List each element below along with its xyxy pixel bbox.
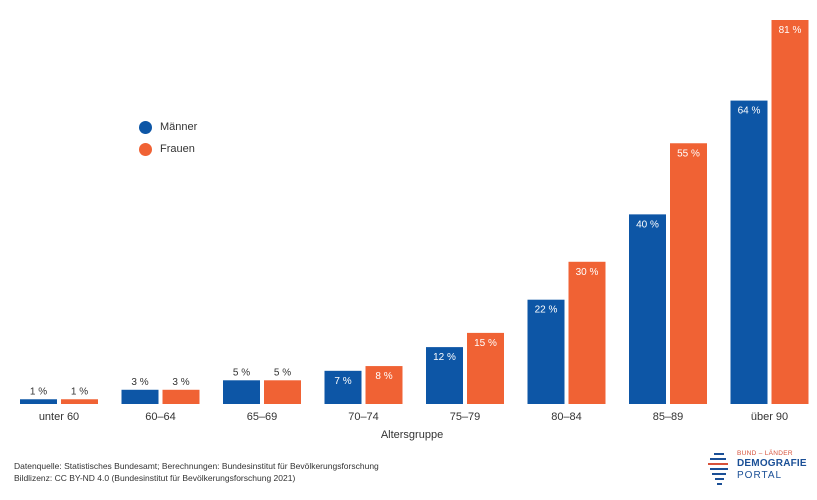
bar-frauen: [670, 143, 707, 404]
legend-swatch-frauen: [139, 142, 152, 156]
data-label-frauen: 5 %: [274, 367, 291, 378]
x-tick-label: 85–89: [653, 411, 684, 423]
x-tick-label: über 90: [751, 411, 788, 423]
data-label-maenner: 5 %: [233, 367, 250, 378]
x-axis-title: Altersgruppe: [381, 429, 443, 441]
bar-chart: 1 % 1 % unter 60 3 % 3 % 60–64 5 % 5 % 65–69 7 % 8…: [20, 20, 809, 441]
data-label-frauen: 81 %: [779, 25, 802, 36]
bar-maenner: [527, 299, 565, 404]
bar-frauen: [162, 389, 200, 404]
bar-frauen: [467, 332, 504, 404]
x-tick-label: 60–64: [145, 411, 176, 423]
x-tick-label: 75–79: [450, 411, 481, 423]
bar-maenner: [629, 214, 666, 404]
data-label-maenner: 3 %: [131, 377, 148, 388]
legend-label-maenner: Männer: [160, 121, 198, 133]
bar-frauen: [365, 366, 403, 404]
legend-item-frauen: Frauen: [139, 138, 197, 160]
bar-maenner: [730, 100, 768, 404]
logo-line-3: PORTAL: [737, 470, 783, 481]
x-tick-label: 65–69: [247, 411, 278, 423]
data-source-note: Datenquelle: Statistisches Bundesamt; Be…: [14, 461, 379, 471]
x-tick-label: unter 60: [39, 411, 79, 423]
data-label-maenner: 40 %: [636, 219, 659, 230]
data-label-maenner: 64 %: [738, 106, 761, 117]
data-label-maenner: 7 %: [334, 376, 351, 387]
bar-maenner: [324, 370, 362, 404]
bar-maenner: [223, 380, 260, 404]
logo-line-2: DEMOGRAFIE: [737, 458, 807, 469]
data-label-maenner: 12 %: [433, 352, 456, 363]
data-label-frauen: 15 %: [474, 338, 497, 349]
data-label-frauen: 55 %: [677, 148, 700, 159]
demografie-portal-logo: BUND – LÄNDER DEMOGRAFIE PORTAL: [708, 449, 808, 489]
data-label-frauen: 3 %: [172, 377, 189, 388]
bar-maenner: [121, 389, 159, 404]
x-tick-label: 80–84: [551, 411, 582, 423]
logo-mark-icon: [708, 453, 728, 485]
legend-swatch-maenner: [139, 120, 152, 134]
x-tick-label: 70–74: [348, 411, 379, 423]
chart-legend: Männer Frauen: [139, 116, 197, 160]
bar-frauen: [771, 20, 809, 404]
data-label-frauen: 1 %: [71, 386, 88, 397]
bar-frauen: [61, 399, 98, 404]
data-label-frauen: 30 %: [576, 267, 599, 278]
license-note: Bildlizenz: CC BY-ND 4.0 (Bundesinstitut…: [14, 473, 296, 483]
data-label-maenner: 1 %: [30, 386, 47, 397]
logo-line-1: BUND – LÄNDER: [737, 450, 793, 457]
data-label-maenner: 22 %: [535, 305, 558, 316]
legend-item-maenner: Männer: [139, 116, 197, 138]
bar-maenner: [426, 347, 463, 404]
bar-frauen: [568, 261, 606, 404]
bar-frauen: [264, 380, 301, 404]
chart-footer: Datenquelle: Statistisches Bundesamt; Be…: [14, 460, 379, 484]
legend-label-frauen: Frauen: [160, 143, 195, 155]
data-label-frauen: 8 %: [375, 371, 392, 382]
bar-maenner: [20, 399, 57, 404]
